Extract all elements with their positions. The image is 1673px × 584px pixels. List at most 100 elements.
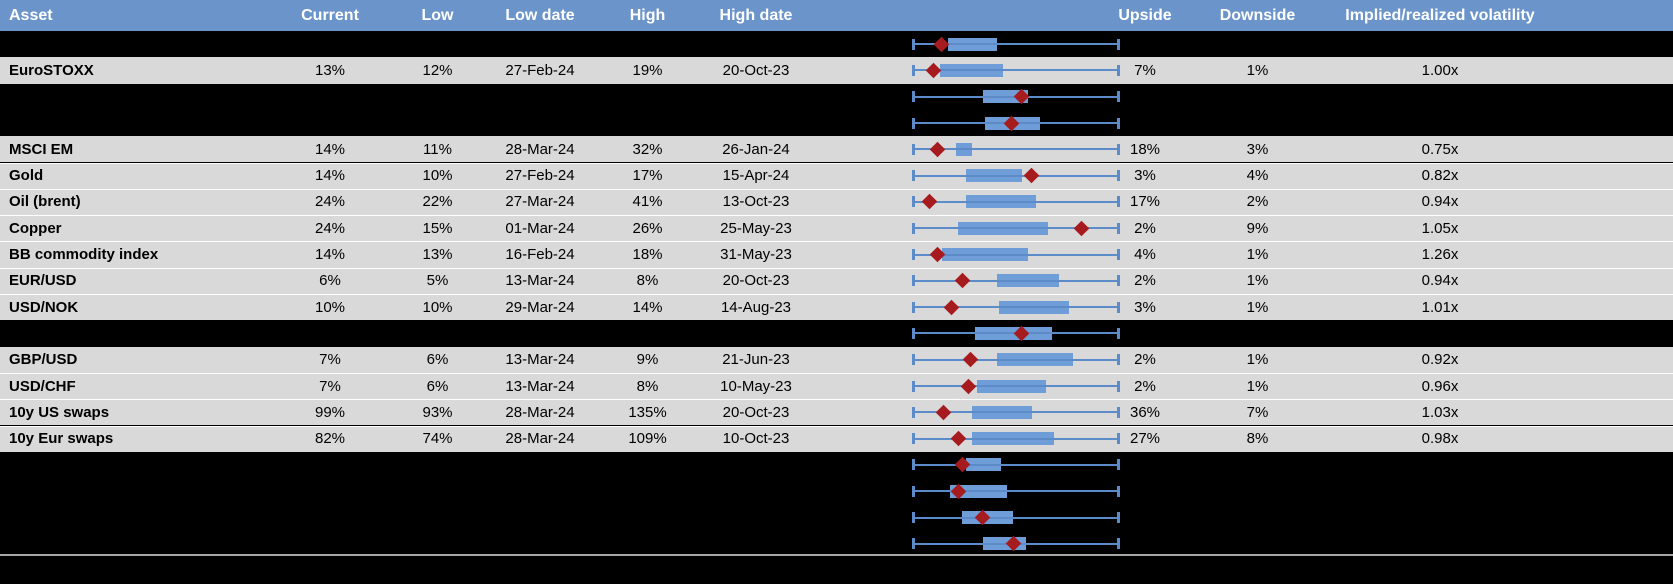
table-row[interactable]: 10y US swaps 99% 93% 28-Mar-24 135% 20-Oct-23… — [0, 399, 1673, 426]
cell-current[interactable]: 82% — [314, 430, 346, 448]
cell-implied-realized-volatility[interactable]: 0.82x — [1421, 167, 1459, 185]
cell-low[interactable]: 74% — [422, 430, 453, 448]
cell-high[interactable]: 26% — [632, 219, 663, 237]
cell-downside[interactable]: 7% — [1246, 403, 1269, 421]
column-header-implied-realized-volatility[interactable]: Implied/realized volatility — [1345, 6, 1535, 24]
cell-low[interactable]: 6% — [426, 377, 449, 395]
cell-current[interactable]: 14% — [314, 167, 346, 185]
table-row[interactable]: Copper 24% 15% 01-Mar-24 26% 25-May-23 2% 9% 1.0… — [0, 215, 1673, 242]
cell-current[interactable]: 6% — [319, 272, 341, 290]
cell-downside[interactable]: 1% — [1246, 246, 1269, 264]
cell-upside[interactable]: 36% — [1129, 403, 1161, 421]
cell-low-date[interactable]: 28-Mar-24 — [505, 403, 575, 421]
cell-low-date[interactable]: 27-Feb-24 — [505, 167, 575, 185]
cell-high-date[interactable]: 26-Jan-24 — [722, 140, 790, 158]
cell-low[interactable]: 10% — [422, 298, 453, 316]
cell-low[interactable]: 22% — [422, 193, 453, 211]
table-row-hidden[interactable] — [0, 109, 1673, 137]
cell-implied-realized-volatility[interactable]: 1.01x — [1421, 298, 1459, 316]
cell-asset[interactable]: USD/NOK — [9, 298, 79, 316]
cell-high[interactable]: 17% — [632, 167, 663, 185]
cell-asset[interactable]: EUR/USD — [9, 272, 77, 290]
table-row[interactable]: Oil (brent) 24% 22% 27-Mar-24 41% 13-Oct-23 17… — [0, 188, 1673, 216]
cell-current[interactable]: 10% — [314, 298, 346, 316]
cell-low[interactable]: 93% — [422, 403, 453, 421]
cell-downside[interactable]: 3% — [1246, 140, 1269, 158]
cell-low-date[interactable]: 13-Mar-24 — [505, 377, 575, 395]
table-row[interactable]: MSCI EM 14% 11% 28-Mar-24 32% 26-Jan-24 18% 3% 0… — [0, 136, 1673, 163]
table-row[interactable]: USD/CHF 7% 6% 13-Mar-24 8% 10-May-23 2% 1% 0.96x — [0, 372, 1673, 400]
cell-low-date[interactable]: 13-Mar-24 — [505, 272, 575, 290]
cell-upside[interactable]: 7% — [1134, 61, 1156, 79]
cell-low[interactable]: 15% — [422, 219, 453, 237]
cell-implied-realized-volatility[interactable]: 0.92x — [1421, 351, 1459, 369]
cell-high[interactable]: 135% — [628, 403, 667, 421]
cell-downside[interactable]: 1% — [1246, 351, 1269, 369]
cell-upside[interactable]: 3% — [1134, 298, 1156, 316]
column-header-high[interactable]: High — [629, 6, 666, 24]
cell-low[interactable]: 10% — [422, 167, 453, 185]
cell-current[interactable]: 7% — [319, 377, 341, 395]
column-header-upside[interactable]: Upside — [1118, 6, 1172, 24]
cell-high-date[interactable]: 14-Aug-23 — [720, 298, 792, 316]
cell-upside[interactable]: 2% — [1134, 351, 1156, 369]
cell-current[interactable]: 14% — [314, 140, 346, 158]
cell-low-date[interactable]: 27-Mar-24 — [505, 193, 575, 211]
table-row[interactable]: EuroSTOXX 13% 12% 27-Feb-24 19% 20-Oct-23 7% 1%… — [0, 57, 1673, 84]
cell-high-date[interactable]: 20-Oct-23 — [722, 403, 790, 421]
table-row-hidden[interactable] — [0, 83, 1673, 110]
cell-implied-realized-volatility[interactable]: 0.75x — [1421, 140, 1459, 158]
cell-low-date[interactable]: 28-Mar-24 — [505, 140, 575, 158]
cell-implied-realized-volatility[interactable]: 1.05x — [1421, 219, 1459, 237]
cell-high-date[interactable]: 25-May-23 — [720, 219, 792, 237]
cell-implied-realized-volatility[interactable]: 0.96x — [1421, 377, 1459, 395]
cell-implied-realized-volatility[interactable]: 1.03x — [1421, 403, 1459, 421]
table-row-hidden[interactable] — [0, 530, 1673, 557]
cell-high[interactable]: 41% — [632, 193, 663, 211]
cell-downside[interactable]: 9% — [1246, 219, 1269, 237]
cell-high[interactable]: 14% — [632, 298, 663, 316]
cell-current[interactable]: 7% — [319, 351, 341, 369]
cell-low[interactable]: 12% — [422, 61, 453, 79]
column-header-high-date[interactable]: High date — [719, 6, 793, 24]
table-row[interactable]: GBP/USD 7% 6% 13-Mar-24 9% 21-Jun-23 2% 1% 0.92x — [0, 346, 1673, 373]
cell-current[interactable]: 13% — [314, 61, 346, 79]
cell-low-date[interactable]: 13-Mar-24 — [505, 351, 575, 369]
column-header-low-date[interactable]: Low date — [505, 6, 575, 24]
cell-current[interactable]: 24% — [314, 219, 346, 237]
cell-downside[interactable]: 2% — [1246, 193, 1269, 211]
table-row[interactable]: Gold 14% 10% 27-Feb-24 17% 15-Apr-24 3% 4% 0.82x — [0, 162, 1673, 189]
cell-high[interactable]: 8% — [636, 377, 659, 395]
cell-high-date[interactable]: 31-May-23 — [720, 246, 792, 264]
cell-upside[interactable]: 2% — [1134, 219, 1156, 237]
cell-downside[interactable]: 1% — [1246, 377, 1269, 395]
cell-downside[interactable]: 8% — [1246, 430, 1269, 448]
cell-implied-realized-volatility[interactable]: 1.00x — [1421, 61, 1459, 79]
cell-high-date[interactable]: 20-Oct-23 — [722, 272, 790, 290]
cell-high-date[interactable]: 20-Oct-23 — [722, 61, 790, 79]
cell-downside[interactable]: 1% — [1246, 272, 1269, 290]
table-row[interactable]: 10y Eur swaps 82% 74% 28-Mar-24 109% 10-Oct-2… — [0, 425, 1673, 452]
cell-high[interactable]: 8% — [636, 272, 659, 290]
table-row-hidden[interactable] — [0, 31, 1673, 58]
cell-high[interactable]: 19% — [632, 61, 663, 79]
cell-low-date[interactable]: 01-Mar-24 — [505, 219, 575, 237]
cell-high[interactable]: 109% — [628, 430, 667, 448]
cell-upside[interactable]: 18% — [1129, 140, 1161, 158]
cell-implied-realized-volatility[interactable]: 0.98x — [1421, 430, 1459, 448]
column-header-asset[interactable]: Asset — [9, 6, 53, 24]
cell-high[interactable]: 9% — [636, 351, 659, 369]
cell-asset[interactable]: EuroSTOXX — [9, 61, 94, 79]
cell-low-date[interactable]: 27-Feb-24 — [505, 61, 575, 79]
cell-asset[interactable]: Oil (brent) — [9, 193, 81, 211]
column-header-current[interactable]: Current — [301, 6, 359, 24]
column-header-low[interactable]: Low — [421, 6, 454, 24]
cell-upside[interactable]: 2% — [1134, 272, 1156, 290]
cell-asset[interactable]: Copper — [9, 219, 62, 237]
table-row-hidden[interactable] — [0, 451, 1673, 479]
cell-asset[interactable]: 10y Eur swaps — [9, 430, 114, 448]
cell-current[interactable]: 99% — [314, 403, 346, 421]
cell-asset[interactable]: MSCI EM — [9, 140, 74, 158]
cell-low-date[interactable]: 28-Mar-24 — [505, 430, 575, 448]
cell-current[interactable]: 24% — [314, 193, 346, 211]
